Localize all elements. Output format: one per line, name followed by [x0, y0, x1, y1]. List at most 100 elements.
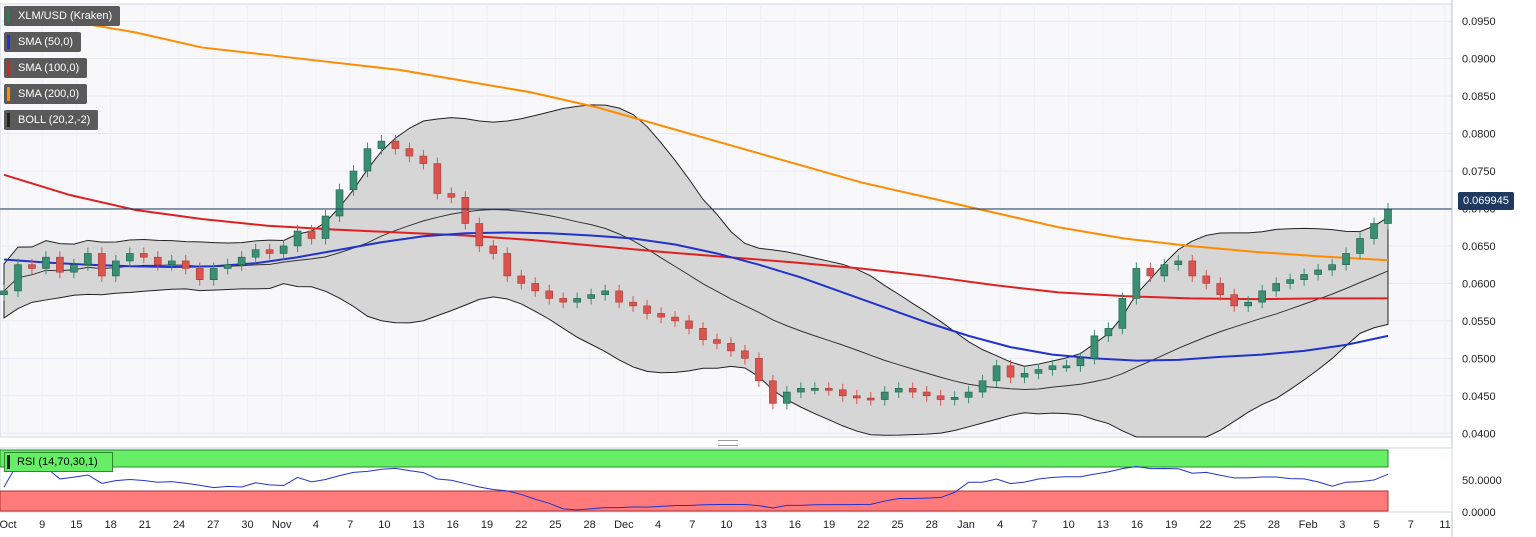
candle-body [419, 155, 428, 164]
rsi-tick-label: 0.0000 [1462, 507, 1496, 519]
x-tick-label: 4 [997, 519, 1003, 531]
panel-resize-handle[interactable] [718, 440, 738, 446]
legend-item[interactable]: XLM/USD (Kraken) [4, 6, 121, 26]
candle-body [14, 264, 22, 292]
x-tick-label: Feb [1299, 519, 1318, 531]
candle-body [1202, 275, 1211, 284]
legend-label: BOLL (20,2,-2) [18, 114, 91, 126]
legend-item[interactable]: SMA (50,0) [4, 32, 82, 52]
candle-body [293, 230, 302, 247]
candle-body [1244, 301, 1253, 307]
legend-item[interactable]: SMA (100,0) [4, 58, 88, 78]
legend-label: XLM/USD (Kraken) [18, 10, 113, 22]
x-tick-label: Dec [614, 519, 634, 531]
candle-body [922, 391, 931, 397]
rsi-line [3, 462, 1389, 511]
candle-body [167, 260, 176, 265]
sma-50-line [3, 231, 1389, 362]
legend-label: SMA (50,0) [18, 36, 74, 48]
x-tick-label: 24 [173, 519, 185, 531]
candle-body [433, 163, 442, 194]
candle-body [335, 189, 344, 217]
candle-body [1006, 365, 1015, 378]
y-tick-label: 0.0600 [1462, 278, 1496, 290]
candle-body [587, 294, 595, 299]
y-tick-label: 0.0950 [1462, 16, 1496, 28]
candle-body [181, 260, 190, 269]
candle-body [671, 316, 679, 322]
legend-swatch [7, 61, 10, 75]
candle-body [56, 256, 64, 273]
x-tick-label: 18 [105, 519, 117, 531]
x-tick-label: 16 [789, 519, 801, 531]
x-tick-label: 22 [1199, 519, 1211, 531]
y-tick-label: 0.0850 [1462, 91, 1496, 103]
candle-body [307, 230, 316, 239]
candle-body [1146, 268, 1155, 277]
candle-body [1314, 269, 1322, 275]
rsi-legend[interactable]: RSI (14,70,30,1) [4, 452, 113, 472]
y-tick-label: 0.0800 [1462, 129, 1496, 141]
candle-body [321, 215, 330, 239]
candle-body [363, 148, 372, 172]
candle-body [727, 343, 735, 352]
x-tick-label: 25 [891, 519, 903, 531]
x-tick-label: 28 [584, 519, 596, 531]
x-tick-label: 7 [347, 519, 353, 531]
candle-body [1216, 283, 1225, 295]
candle-body [825, 388, 833, 391]
legend-swatch [7, 113, 10, 127]
legend-swatch [7, 35, 10, 49]
candle-body [1300, 274, 1308, 280]
x-tick-label: 25 [1234, 519, 1246, 531]
legend-item[interactable]: SMA (200,0) [4, 84, 88, 104]
rsi-tick-label: 50.0000 [1462, 475, 1502, 487]
candle-body [1020, 373, 1029, 378]
candle-body [643, 305, 651, 314]
x-tick-label: 27 [207, 519, 219, 531]
candle-body [950, 396, 959, 400]
candle-body [517, 275, 526, 284]
candle-body [769, 380, 777, 404]
candle-body [489, 245, 498, 254]
candle-body [475, 223, 484, 247]
candle-body [209, 268, 218, 280]
bollinger-band-area [3, 104, 1389, 438]
price-axis: 0.09500.09000.08500.08000.07500.07000.06… [1451, 0, 1496, 537]
candle-body [223, 264, 232, 269]
legend-swatch [7, 9, 10, 23]
candle-body [349, 170, 358, 191]
candle-body [112, 260, 120, 277]
candle-body [28, 264, 36, 269]
candle-body [783, 391, 791, 404]
x-tick-label: 4 [655, 519, 661, 531]
candle-body [1328, 264, 1336, 271]
candle-body [1258, 290, 1266, 303]
legend-item[interactable]: BOLL (20,2,-2) [4, 110, 99, 130]
candle-body [1104, 328, 1113, 337]
candle-body [838, 389, 847, 397]
x-tick-label: 10 [378, 519, 390, 531]
x-tick-label: 15 [70, 519, 82, 531]
sma-100-line [3, 173, 1388, 301]
bollinger-middle-line [3, 208, 1389, 391]
candle-body [70, 264, 78, 273]
rsi-overbought-zone [0, 449, 1389, 468]
candle-body [1286, 279, 1294, 284]
y-tick-label: 0.0900 [1462, 54, 1496, 66]
candle-body [1384, 208, 1392, 224]
candle-body [559, 298, 567, 303]
x-tick-label: Jan [957, 519, 975, 531]
candle-body [1048, 365, 1057, 370]
candle-body [657, 313, 665, 318]
candle-body [1174, 260, 1183, 265]
candle-body [713, 339, 721, 344]
candle-body [811, 388, 819, 391]
rsi-legend-swatch [7, 455, 10, 469]
x-tick-label: 19 [481, 519, 493, 531]
candle-body [1076, 358, 1085, 367]
candle-body [964, 391, 973, 398]
x-tick-label: 10 [720, 519, 732, 531]
candle-body [699, 328, 707, 340]
candle-body [461, 196, 470, 224]
